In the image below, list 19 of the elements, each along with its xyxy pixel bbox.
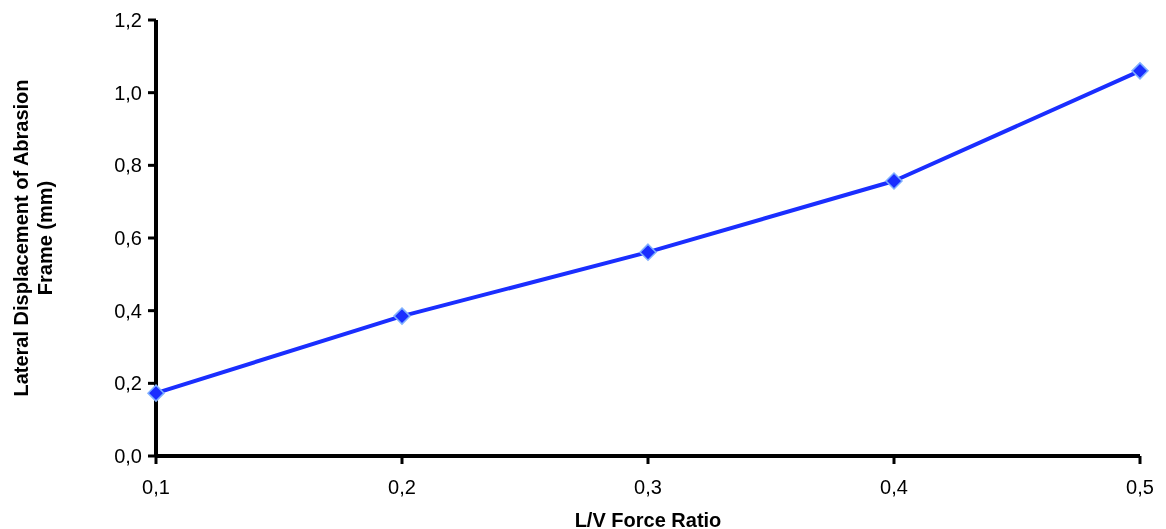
y-tick-label: 0,0 [114, 445, 142, 467]
y-tick-label: 0,4 [114, 299, 142, 322]
y-tick-label: 0,2 [114, 372, 142, 395]
x-axis-title: L/V Force Ratio [574, 509, 722, 529]
y-tick-label: 1,0 [114, 81, 142, 104]
point [147, 384, 165, 402]
y-tick-label: 0,6 [114, 227, 142, 249]
point [885, 172, 903, 190]
x-tick-label: 0,5 [1126, 476, 1154, 498]
y-tick-label: 0,8 [114, 154, 142, 177]
x-tick-label: 0,1 [142, 476, 170, 498]
point [639, 243, 657, 261]
point [1131, 62, 1149, 80]
x-tick-label: 0,3 [634, 476, 662, 498]
x-tick-label: 0,2 [388, 476, 416, 498]
x-tick-label: 0,4 [880, 476, 908, 498]
y-axis-title: Lateral Displacement of Abrasion Frame (mm) [10, 79, 56, 397]
y-tick-label: 1,2 [114, 9, 142, 31]
point [393, 307, 411, 325]
